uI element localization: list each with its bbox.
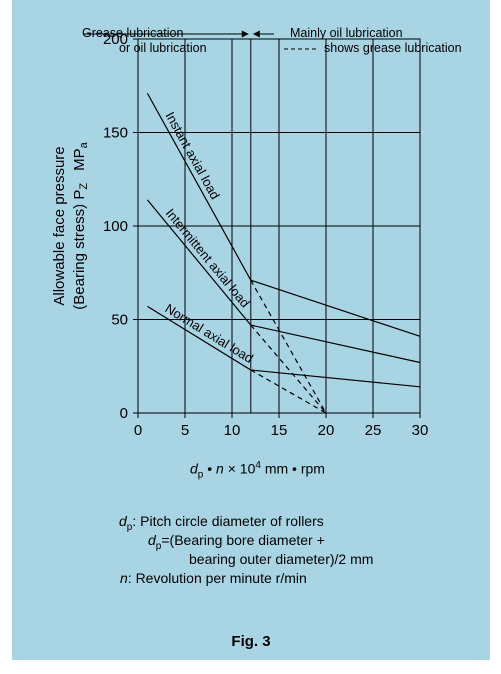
figure-caption: Fig. 3 [231,633,271,650]
y-tick-label: 50 [111,312,128,329]
region-right-line1: Mainly oil lubrication [290,26,403,40]
series-line [146,92,421,337]
series-label: Normal axial load [163,301,256,366]
grease-lubrication-line [250,279,327,414]
y-tick-label: 100 [103,218,128,235]
note1-d: d [119,513,127,529]
y-axis-label: Allowable face pressure (Bearing stress) … [51,141,90,309]
region-left-line2: or oil lubrication [119,41,207,55]
tick-labels: 0 5 10 15 20 25 30 0 50 100 150 200 [103,31,428,439]
note2-p: p [155,540,162,552]
note-line3: bearing outer diameter)/2 mm [189,551,374,567]
x-tick-label: 10 [224,422,241,439]
note4-n: n [120,570,128,586]
note1-text: : Pitch circle diameter of rollers [132,513,324,529]
y-label-line1: Allowable face pressure [51,146,68,305]
grid [138,39,420,413]
series [146,92,421,414]
region-left-line1: Grease lubrication [82,26,184,40]
grease-lubrication-line [250,324,327,414]
y-label-line2: (Bearing stress) PZMPa [71,141,90,309]
y-tick-label: 150 [103,125,128,142]
x-tick-label: 20 [318,422,335,439]
note2-text: =(Bearing bore diameter + [161,532,325,548]
region-arrowhead-left [241,30,249,38]
y-axis-label-group: Allowable face pressure (Bearing stress) … [51,141,90,309]
note-line4: n: Revolution per minute r/min [120,569,307,587]
grease-lubrication-line [250,369,327,414]
x-tick-label: 30 [412,422,429,439]
x-tick-label: 15 [271,422,288,439]
series-label: Intermittent axial load [163,206,253,311]
x-label-bullet: • [203,460,217,477]
note4-text: : Revolution per minute r/min [127,570,307,586]
x-label-n: n [216,460,224,477]
x-axis-label: dp • n × 104 mm • rpm [190,460,325,480]
note2-d: d [148,532,156,548]
dashed-legend-text: shows grease lubrication [324,41,462,55]
x-label-times: × 10 [223,460,256,477]
x-tick-label: 25 [365,422,382,439]
chart: 0 5 10 15 20 25 30 0 50 100 150 200 Instant axial l… [51,30,428,439]
region-arrowhead-right [252,30,260,38]
note-line1: dp: Pitch circle diameter of rollers [119,512,324,537]
note-line2: dp=(Bearing bore diameter + [148,531,325,556]
x-tick-label: 5 [181,422,189,439]
x-label-d: d [190,460,198,477]
x-tick-label: 0 [134,422,142,439]
note1-p: p [126,521,133,533]
x-label-units: mm • rpm [260,460,325,477]
figure-panel: 0 5 10 15 20 25 30 0 50 100 150 200 Instant axial l… [12,0,490,660]
series-label: Instant axial load [163,109,223,202]
x-label-p: p [197,469,204,481]
y-tick-label: 200 [103,31,128,48]
x-label-exp: 4 [255,460,261,471]
y-tick-label: 0 [120,405,128,422]
